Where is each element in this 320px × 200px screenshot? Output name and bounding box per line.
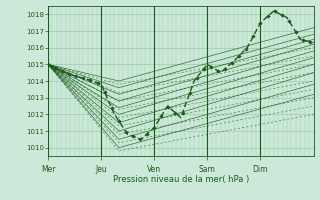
- X-axis label: Pression niveau de la mer( hPa ): Pression niveau de la mer( hPa ): [113, 175, 249, 184]
